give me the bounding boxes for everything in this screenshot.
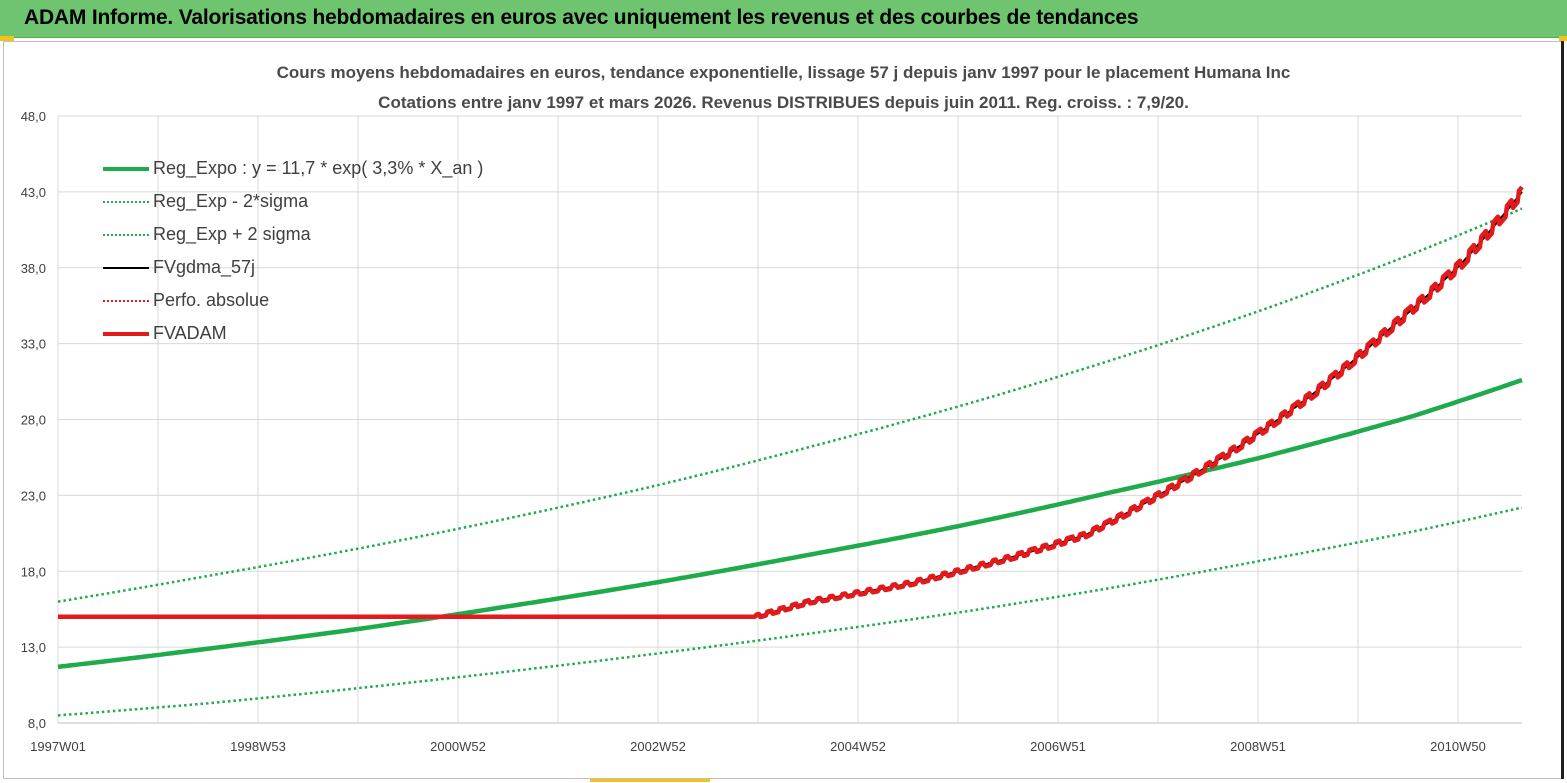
legend-item: FVgdma_57j [103,251,483,284]
y-axis-ticks: 8,0 13,0 18,0 23,0 28,0 33,0 38,0 43,0 48,0 [21,109,46,731]
y-tick-label: 48,0 [21,109,46,124]
series-layer [57,185,1524,717]
legend-swatch [103,263,149,273]
y-tick-label: 13,0 [21,640,46,655]
legend-swatch [103,164,149,174]
legend-label: FVADAM [153,323,227,343]
legend-swatch [103,197,149,207]
legend-item: Reg_Exp - 2*sigma [103,185,483,218]
legend-swatch [103,329,149,339]
y-tick-label: 43,0 [21,185,46,200]
chart-title: Cours moyens hebdomadaires en euros, ten… [276,63,1291,82]
y-tick-label: 38,0 [21,261,46,276]
accent-bar-left [0,36,14,41]
legend-label: Reg_Exp - 2*sigma [153,191,309,211]
x-tick-label: 2004W52 [830,739,886,754]
series-line-2 [57,207,1523,603]
legend-label: Perfo. absolue [153,290,270,310]
x-tick-label: 2002W52 [630,739,686,754]
y-tick-label: 18,0 [21,564,46,579]
report-title: ADAM Informe. Valorisations hebdomadaire… [24,6,1139,29]
report-banner: ADAM Informe. Valorisations hebdomadaire… [0,0,1567,38]
legend-label: Reg_Expo : y = 11,7 * exp( 3,3% * X_an ) [153,158,484,178]
legend-item: Perfo. absolue [103,284,483,317]
legend-swatch [103,230,149,240]
legend-item: Reg_Exp + 2 sigma [103,218,483,251]
y-tick-label: 33,0 [21,337,46,352]
x-tick-label: 1998W53 [230,739,286,754]
legend-item: FVADAM [103,317,483,350]
x-tick-label: 2010W50 [1430,739,1486,754]
legend-label: Reg_Exp + 2 sigma [153,224,311,244]
legend-label: FVgdma_57j [153,257,256,277]
y-tick-label: 8,0 [28,716,46,731]
series-line-1 [57,506,1523,717]
x-tick-label: 2006W51 [1030,739,1086,754]
series-line-0 [57,377,1523,670]
y-tick-label: 23,0 [21,488,46,503]
chart-legend: Reg_Expo : y = 11,7 * exp( 3,3% * X_an )… [103,152,483,350]
series-line-5 [58,185,1524,620]
x-axis-ticks: 1997W01 1998W53 2000W52 2002W52 2004W52 2006W… [30,739,1486,754]
x-tick-label: 1997W01 [30,739,86,754]
y-tick-label: 28,0 [21,413,46,428]
legend-item: Reg_Expo : y = 11,7 * exp( 3,3% * X_an ) [103,152,483,185]
accent-bar-bottom [590,779,710,782]
x-tick-label: 2000W52 [430,739,486,754]
x-tick-label: 2008W51 [1230,739,1286,754]
chart-subtitle: Cotations entre janv 1997 et mars 2026. … [378,93,1189,112]
accent-bar-right [1559,36,1567,41]
window-edge [1561,41,1564,779]
legend-swatch [103,296,149,306]
